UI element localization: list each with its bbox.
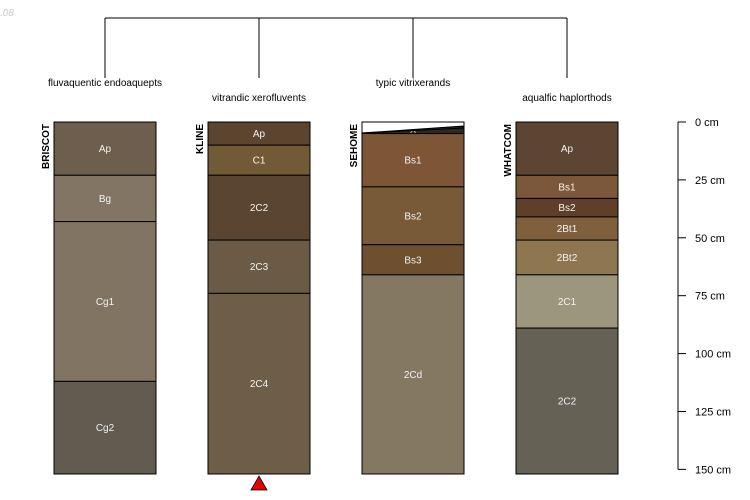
horizon-label: Bs3 [404, 255, 422, 266]
surface-wedge [361, 121, 465, 134]
horizon-label: Bg [99, 194, 111, 205]
horizon-label: 2C2 [250, 203, 269, 214]
profile-classification: typic vitrixerands [376, 78, 450, 89]
horizon-rect [361, 186, 465, 246]
horizon-rect [53, 221, 157, 382]
horizon-label: Ap [99, 144, 112, 155]
horizon-label: C1 [253, 156, 266, 167]
horizon-rect [515, 274, 619, 329]
depth-axis-tick-label: 100 cm [695, 349, 731, 361]
horizon-label: Ap [253, 129, 266, 140]
corner-label: .08 [0, 8, 14, 19]
horizon-label: 2Cd [404, 370, 422, 381]
profile-id-label: SEHOME [349, 124, 360, 168]
horizon-label: 2C2 [558, 397, 577, 408]
profile-id-label: KLINE [195, 124, 206, 154]
depth-axis-tick-label: 125 cm [695, 406, 731, 418]
profile-id-label: BRISCOT [41, 124, 52, 169]
horizon-label: Ap [561, 144, 574, 155]
horizon-label: 2Bt1 [557, 224, 578, 235]
horizon-rect [515, 121, 619, 176]
horizon-boundary [361, 127, 465, 134]
horizon-label: Cg1 [96, 297, 115, 308]
depth-axis-tick-label: 25 cm [695, 175, 725, 187]
horizon-rect [53, 121, 157, 176]
triangle-marker-icon [250, 475, 268, 491]
horizon-rect [207, 239, 311, 294]
horizon-rect [515, 239, 619, 276]
profile-id-label: WHATCOM [503, 124, 514, 177]
depth-axis-tick-label: 75 cm [695, 291, 725, 303]
horizon-rect [207, 174, 311, 241]
horizon-label: Bs2 [404, 211, 422, 222]
profile-classification: fluvaquentic endoaquepts [48, 78, 162, 89]
horizon-rect [207, 144, 311, 176]
profile-classification: vitrandic xerofluvents [212, 93, 306, 104]
horizon-rect [53, 380, 157, 475]
horizon-label: 2Bt2 [557, 253, 578, 264]
horizon-rect [207, 292, 311, 475]
horizon-label: 2C3 [250, 262, 269, 273]
horizon-label: Bs2 [558, 203, 576, 214]
horizon-rect [361, 274, 465, 475]
depth-axis-tick-label: 150 cm [695, 464, 731, 476]
horizon-label: 2C4 [250, 379, 269, 390]
profile-classification: aqualfic haplorthods [522, 93, 612, 104]
horizon-label: Bs1 [558, 182, 576, 193]
horizon-label: Cg2 [96, 423, 115, 434]
horizon-label: 2C1 [558, 297, 577, 308]
depth-axis-tick-label: 50 cm [695, 233, 725, 245]
horizon-rect [515, 327, 619, 475]
horizon-label: Bs1 [404, 156, 422, 167]
horizon-rect [361, 133, 465, 188]
depth-axis-tick-label: 0 cm [695, 117, 719, 129]
